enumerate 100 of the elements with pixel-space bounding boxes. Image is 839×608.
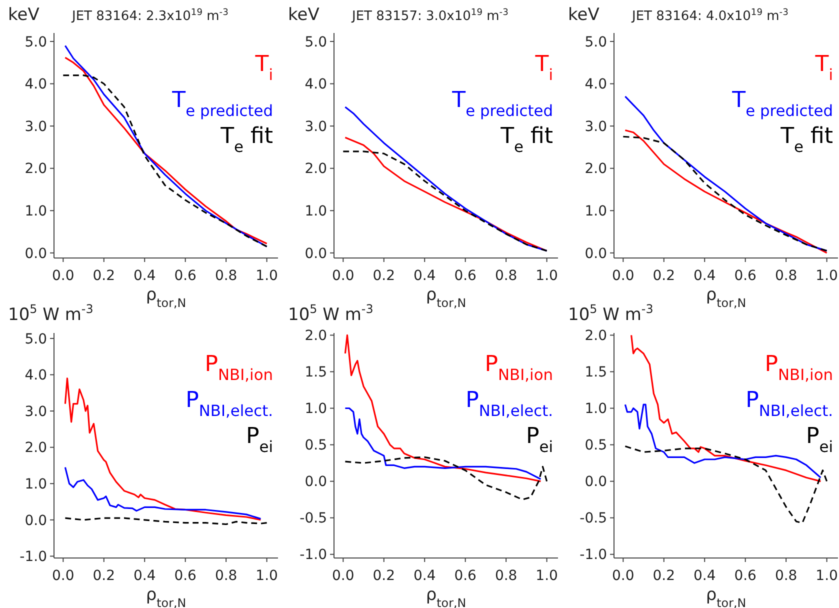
y-axis-title: 10$^{5}$ W m$^{-3}$ [288,302,374,325]
x-tick-label: 1.0 [536,268,558,284]
x-tick-label: 1.0 [816,568,838,584]
y-tick-label: 0.0 [304,246,327,262]
y-tick-label: 2.0 [24,161,47,178]
x-tick-label: 1.0 [256,568,278,584]
y-axis-title: keV [288,5,320,25]
x-tick-label: 1.0 [816,268,838,284]
y-tick-label: 2.0 [584,161,607,178]
x-tick-label: 0.2 [92,268,116,284]
x-tick-label: 0.0 [52,268,74,284]
y-tick-label: 0.0 [24,512,47,529]
x-tick-label: 0.6 [174,268,197,284]
series-label: P$_{NBI,elect.}$ [746,388,833,420]
y-tick-label: 1.5 [304,364,327,381]
x-tick-label: 0.8 [774,568,798,584]
y-tick-label: 5.0 [304,34,327,50]
y-tick-label: 1.5 [584,364,607,381]
y-axis-title: keV [568,5,600,25]
x-tick-label: 0.4 [413,568,436,584]
x-tick-label: 1.0 [256,268,278,284]
x-tick-label: 0.4 [693,568,716,584]
text: T$_{e}$ fit [220,124,274,156]
text: P$_{NBI,ion}$ [764,352,833,384]
line-series [64,517,268,526]
text: T$_{e}$ fit [500,124,554,156]
series-label: T$_{e predicted}$ [171,88,273,120]
y-tick-label: 5.0 [24,34,47,50]
x-tick-label: 1.0 [536,568,558,584]
x-tick-label: 0.2 [92,568,116,584]
y-tick-label: 5.0 [584,34,607,50]
x-axis-title: ρ$_{tor,N}$ [426,285,466,310]
y-tick-label: 1.0 [24,204,47,220]
y-tick-label: 4.0 [24,76,47,93]
text: P$_{NBI,elect.}$ [466,388,553,420]
text: P$_{NBI,elect.}$ [186,388,273,420]
y-tick-label: 2.0 [304,161,327,178]
y-tick-label: 3.0 [584,118,607,135]
y-tick-label: 1.0 [584,401,607,418]
text: T$_{e}$ fit [780,124,834,156]
series-label: P$_{ei}$ [526,424,553,456]
x-tick-label: 0.0 [52,568,74,584]
y-tick-label: 0.5 [304,438,327,454]
y-axis-title: 10$^{5}$ W m$^{-3}$ [568,302,654,325]
y-tick-label: 3.0 [304,118,327,135]
y-tick-label: 5.0 [24,331,47,348]
x-tick-label: 0.4 [133,568,156,584]
x-tick-label: 0.4 [133,268,156,284]
text: T$_{e predicted}$ [731,88,833,120]
text: T$_{i}$ [814,52,833,84]
text: T$_{i}$ [534,52,553,84]
y-tick-label: 3.0 [24,118,47,135]
y-tick-label: -1.0 [20,549,47,566]
x-tick-label: 0.8 [214,568,238,584]
x-tick-label: 0.0 [612,568,634,584]
x-tick-label: 0.0 [332,268,354,284]
y-tick-label: 0.0 [24,246,47,262]
y-tick-label: 3.0 [24,404,47,420]
x-tick-label: 0.6 [454,568,477,584]
y-tick-label: 4.0 [584,76,607,93]
chart-title: JET 83164: 4.0x10$^{19}$ m$^{-3}$ [631,8,789,24]
y-tick-label: 0.0 [304,474,327,490]
y-tick-label: -1.0 [300,547,327,564]
line-series [344,456,548,500]
text: T$_{i}$ [254,52,273,84]
text: T$_{e predicted}$ [451,88,553,120]
x-tick-label: 0.6 [734,568,757,584]
x-tick-label: 0.8 [494,268,518,284]
chart-title: JET 83157: 3.0x10$^{19}$ m$^{-3}$ [351,8,509,24]
y-tick-label: 2.0 [304,328,327,344]
x-tick-label: 0.4 [413,268,436,284]
x-tick-label: 0.8 [774,268,798,284]
y-tick-label: 1.0 [304,401,327,418]
x-tick-label: 0.6 [454,268,477,284]
y-tick-label: 0.0 [584,246,607,262]
line-series [64,466,262,520]
y-tick-label: -0.5 [580,510,607,527]
x-axis-title: ρ$_{tor,N}$ [706,285,746,310]
y-tick-label: 1.0 [584,204,607,220]
y-tick-label: -0.5 [300,510,327,527]
y-axis-title: 10$^{5}$ W m$^{-3}$ [8,302,94,325]
series-label: P$_{ei}$ [806,424,833,456]
y-tick-label: 4.0 [304,76,327,93]
x-tick-label: 0.8 [494,568,518,584]
x-tick-label: 0.6 [174,568,197,584]
x-axis-title: ρ$_{tor,N}$ [146,285,186,310]
x-tick-label: 0.2 [372,568,396,584]
y-tick-label: 1.0 [304,204,327,220]
text: P$_{ei}$ [246,424,273,456]
x-tick-label: 0.0 [332,568,354,584]
y-tick-label: 2.0 [24,440,47,456]
y-tick-label: 2.0 [584,328,607,344]
y-tick-label: 1.0 [24,476,47,493]
text: P$_{NBI,ion}$ [484,352,553,384]
x-tick-label: 0.4 [693,268,716,284]
x-tick-label: 0.2 [652,268,676,284]
x-tick-label: 0.2 [652,568,676,584]
text: P$_{NBI,ion}$ [204,352,273,384]
y-tick-label: -1.0 [580,547,607,564]
y-tick-label: 4.0 [24,368,47,384]
